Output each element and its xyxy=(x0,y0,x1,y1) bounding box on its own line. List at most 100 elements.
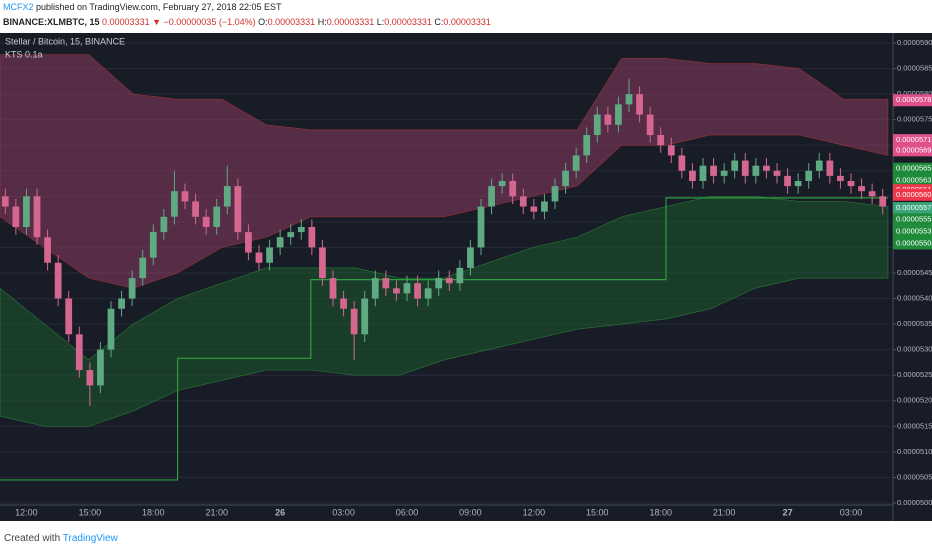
x-tick-label: 21:00 xyxy=(205,507,228,517)
candle-body xyxy=(562,170,569,187)
ohlc-value: 0.00003331 xyxy=(326,17,375,27)
candle-body xyxy=(467,247,474,268)
price-label: 0.00005631 xyxy=(896,175,932,184)
x-tick-label: 21:00 xyxy=(713,507,736,517)
x-tick-label: 27 xyxy=(783,507,793,517)
ohlc-value: 0.00003331 xyxy=(267,17,316,27)
author[interactable]: MCFX2 xyxy=(3,2,34,12)
candle-body xyxy=(699,165,707,181)
published: published on TradingView.com, February 2… xyxy=(33,2,282,12)
candle-body xyxy=(160,216,168,233)
price-label: 0.00005577 xyxy=(896,203,932,212)
ohlc-value: 0.00003331 xyxy=(384,17,432,27)
candle-body xyxy=(202,216,210,227)
brand[interactable]: TradingView xyxy=(62,533,118,544)
candle-body xyxy=(763,165,770,171)
candle-body xyxy=(65,298,73,335)
candle-body xyxy=(329,278,337,299)
price-label-box xyxy=(893,134,932,147)
price-label: 0.00005654 xyxy=(896,164,932,173)
last-price: 0.00003331 xyxy=(102,17,150,27)
price-label: 0.00005603 xyxy=(896,190,932,199)
candle-body xyxy=(879,196,887,207)
candle-body xyxy=(86,370,94,386)
candle-body xyxy=(667,145,675,156)
y-tick-label: 0.00005900 xyxy=(897,38,932,47)
chart: Stellar / Bitcoin, 15, BINANCE KTS 0.1a … xyxy=(0,33,932,521)
ohlc: O:0.00003331 H:0.00003331 L:0.00003331 C… xyxy=(258,17,491,27)
price-label: 0.00005690 xyxy=(896,145,932,154)
publish-line: MCFX2 published on TradingView.com, Febr… xyxy=(3,2,282,12)
ohlc-key: O: xyxy=(258,17,268,27)
candle-body xyxy=(245,232,252,253)
price-label: 0.00005508 xyxy=(896,238,932,247)
candle-body xyxy=(350,308,358,335)
cloud-band xyxy=(0,54,889,289)
x-tick-label: 09:00 xyxy=(459,507,482,517)
candle-body xyxy=(583,135,591,156)
price-label-box xyxy=(893,94,932,107)
x-tick-label: 12:00 xyxy=(15,507,38,517)
candle-body xyxy=(266,247,273,263)
x-tick-label: 06:00 xyxy=(396,507,419,517)
candle-body xyxy=(403,283,411,294)
candle-body xyxy=(773,170,781,176)
candle-body xyxy=(445,278,453,284)
candle-body xyxy=(615,104,622,125)
candle-body xyxy=(118,298,125,309)
candle-body xyxy=(530,206,538,212)
candle-body xyxy=(509,180,517,197)
price-label-box xyxy=(893,202,932,215)
symbol: BINANCE:XLMBTC, 15 xyxy=(3,17,100,27)
candle-body xyxy=(646,114,654,136)
candle-body xyxy=(752,165,760,176)
candle-body xyxy=(837,175,844,181)
footer: Created with TradingView xyxy=(4,533,118,544)
candle-body xyxy=(393,288,400,294)
x-tick-label: 18:00 xyxy=(649,507,672,517)
candle-body xyxy=(815,160,823,171)
candle-body xyxy=(107,308,115,350)
candle-body xyxy=(741,160,749,176)
price-label-box xyxy=(893,213,932,226)
indicator-name: KTS 0.1a xyxy=(5,49,43,59)
candle-body xyxy=(308,226,316,248)
candle-body xyxy=(297,226,305,233)
candle-body xyxy=(604,114,612,125)
candle-body xyxy=(731,160,739,171)
candle-body xyxy=(710,165,717,176)
candle-body xyxy=(657,135,665,146)
price-label-box xyxy=(893,144,932,157)
candle-body xyxy=(826,160,834,176)
candle-body xyxy=(847,180,855,187)
symbol-line: BINANCE:XLMBTC, 15 0.00003331 ▼ −0.00000… xyxy=(3,17,491,27)
plot-layer xyxy=(0,42,893,504)
candle-body xyxy=(625,94,633,105)
candle-body xyxy=(858,186,865,192)
x-tick-label: 03:00 xyxy=(840,507,863,517)
candle-body xyxy=(340,298,347,309)
candle-body xyxy=(255,252,263,263)
ohlc-key: H: xyxy=(317,17,327,27)
candle-body xyxy=(572,155,580,171)
price-label-box xyxy=(893,174,932,187)
price-label: 0.00005531 xyxy=(896,227,932,236)
x-tick-label: 15:00 xyxy=(586,507,609,517)
candle-body xyxy=(23,196,30,227)
candle-body xyxy=(435,278,443,289)
candle-body xyxy=(33,196,41,238)
price-label: 0.00005555 xyxy=(896,214,932,223)
candle-body xyxy=(128,278,136,299)
candle-body xyxy=(276,237,284,248)
x-tick-label: 18:00 xyxy=(142,507,165,517)
candle-body xyxy=(44,237,51,263)
